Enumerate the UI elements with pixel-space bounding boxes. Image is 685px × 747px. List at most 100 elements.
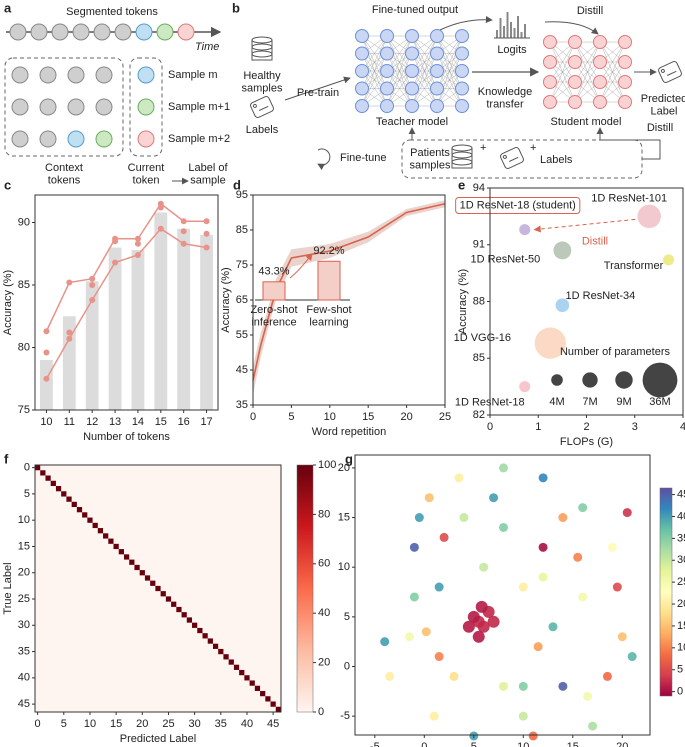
bar xyxy=(85,281,99,410)
point xyxy=(404,632,414,642)
text-line: samples xyxy=(410,160,451,172)
point xyxy=(180,228,187,235)
colorbar-tick-label: 20 xyxy=(677,598,685,610)
heatmap-cell xyxy=(197,627,203,634)
x-tick-label: 0 xyxy=(35,718,41,730)
token xyxy=(95,98,113,116)
text-line: token xyxy=(133,175,160,187)
point xyxy=(157,225,164,232)
distill-arrow xyxy=(533,218,636,233)
token xyxy=(177,23,195,41)
text-line: transfer xyxy=(486,99,524,111)
token xyxy=(9,23,27,41)
neuron xyxy=(618,55,632,69)
point xyxy=(439,532,449,542)
point xyxy=(578,503,588,513)
database-icon xyxy=(451,144,473,152)
x-tick-label: 10 xyxy=(324,411,336,423)
x-tick-label: 5 xyxy=(61,718,67,730)
bubble xyxy=(662,253,675,266)
point xyxy=(134,235,141,242)
heatmap-cell xyxy=(66,496,72,502)
point xyxy=(578,592,588,602)
heatmap-cell xyxy=(249,680,255,686)
neuron xyxy=(593,35,607,49)
point xyxy=(66,335,73,342)
neuron xyxy=(380,99,394,113)
token xyxy=(67,66,85,84)
point xyxy=(203,218,210,225)
x-axis-label: Predicted Label xyxy=(120,733,196,745)
heatmap-cell xyxy=(123,554,130,560)
token xyxy=(135,23,153,41)
bubble xyxy=(518,380,531,393)
neuron xyxy=(430,29,444,43)
x-tick-label: 25 xyxy=(162,718,174,730)
database-icon xyxy=(251,36,273,44)
text-line: tokens xyxy=(48,175,81,187)
heatmap-cell xyxy=(61,491,67,497)
heatmap-cell xyxy=(108,538,114,544)
text-line: inference xyxy=(251,317,296,329)
net-edge xyxy=(411,35,438,89)
x-tick-label: 16 xyxy=(178,416,190,428)
label-icon-body xyxy=(658,61,682,83)
token xyxy=(67,130,85,148)
point xyxy=(43,328,50,335)
y-tick-label: 65 xyxy=(236,294,248,306)
output-label: Fine-tuned output xyxy=(372,4,458,16)
neuron xyxy=(355,46,369,61)
token xyxy=(67,98,85,116)
legend-bubble xyxy=(642,362,678,398)
heatmap-cell xyxy=(55,486,62,492)
point-label: 1D ResNet-50 xyxy=(471,253,541,265)
colorbar-tick-label: 0 xyxy=(318,706,324,718)
bubble xyxy=(534,326,567,360)
point xyxy=(538,542,548,552)
y-tick-label: 55 xyxy=(236,329,248,341)
bar xyxy=(40,360,53,410)
y-tick-label: 10 xyxy=(18,514,30,526)
point xyxy=(558,681,568,691)
x-tick-label: 14 xyxy=(132,416,144,428)
neuron xyxy=(380,81,394,96)
neuron xyxy=(355,64,369,78)
x-tick-label: 35 xyxy=(215,718,227,730)
point xyxy=(429,711,439,721)
label-icon-body xyxy=(250,96,274,118)
neuron xyxy=(593,95,607,109)
point xyxy=(157,204,164,211)
point xyxy=(475,600,488,613)
x-tick-label: 20 xyxy=(616,741,628,747)
context-label: Context tokens xyxy=(45,162,83,187)
net-edge xyxy=(574,41,601,83)
point xyxy=(454,473,464,483)
point xyxy=(134,240,141,247)
text-line: Few-shot xyxy=(306,304,351,316)
inset-value-label: 92.2% xyxy=(313,245,344,257)
inset-bar xyxy=(262,281,286,301)
knowledge-label: Knowledge transfer xyxy=(478,86,532,111)
finetune-label: Fine-tune xyxy=(340,152,386,164)
legend-bubble xyxy=(615,371,633,389)
net-edge xyxy=(386,35,413,89)
logits-icon xyxy=(520,32,523,38)
point xyxy=(588,721,598,731)
arrow xyxy=(544,21,599,35)
net-edge xyxy=(411,35,438,72)
database-icon xyxy=(251,43,273,51)
neuron xyxy=(568,35,582,49)
text-line: Label of xyxy=(188,162,228,174)
heatmap-cell xyxy=(82,512,88,518)
y-tick-label: 88 xyxy=(473,295,485,307)
heatmap-cell xyxy=(181,612,187,618)
token xyxy=(11,130,29,148)
database-icon xyxy=(451,151,473,159)
x-tick-label: 15 xyxy=(155,416,167,428)
neuron xyxy=(593,55,607,69)
logits-icon xyxy=(517,16,519,38)
legend-title: Number of parameters xyxy=(560,346,671,358)
point xyxy=(421,627,431,637)
neuron xyxy=(430,81,444,96)
label-icon-line xyxy=(667,70,677,76)
